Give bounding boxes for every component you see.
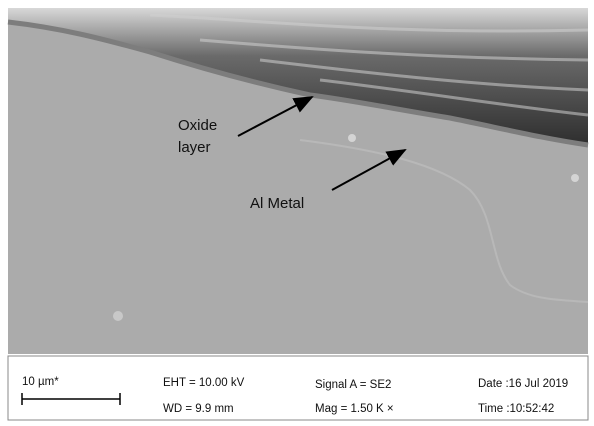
particle xyxy=(348,134,356,142)
particle xyxy=(113,311,123,321)
date: Date :16 Jul 2019 xyxy=(478,378,568,390)
wd: WD = 9.9 mm xyxy=(163,403,234,415)
metal-label: Al Metal xyxy=(250,195,304,212)
eht: EHT = 10.00 kV xyxy=(163,377,245,389)
particle xyxy=(571,174,579,182)
signal: Signal A = SE2 xyxy=(315,379,391,391)
page: {"annotations": {"oxide": ["Oxide", "lay… xyxy=(0,0,594,426)
oxide-label: layer xyxy=(178,139,211,156)
scale-label: 10 µm* xyxy=(22,376,59,388)
mag: Mag = 1.50 K × xyxy=(315,403,394,415)
oxide-label: Oxide xyxy=(178,117,217,134)
sem-micrograph: Oxide layer Al Metal 10 µm* EHT = 10.00 … xyxy=(0,0,594,426)
time: Time :10:52:42 xyxy=(478,403,554,415)
